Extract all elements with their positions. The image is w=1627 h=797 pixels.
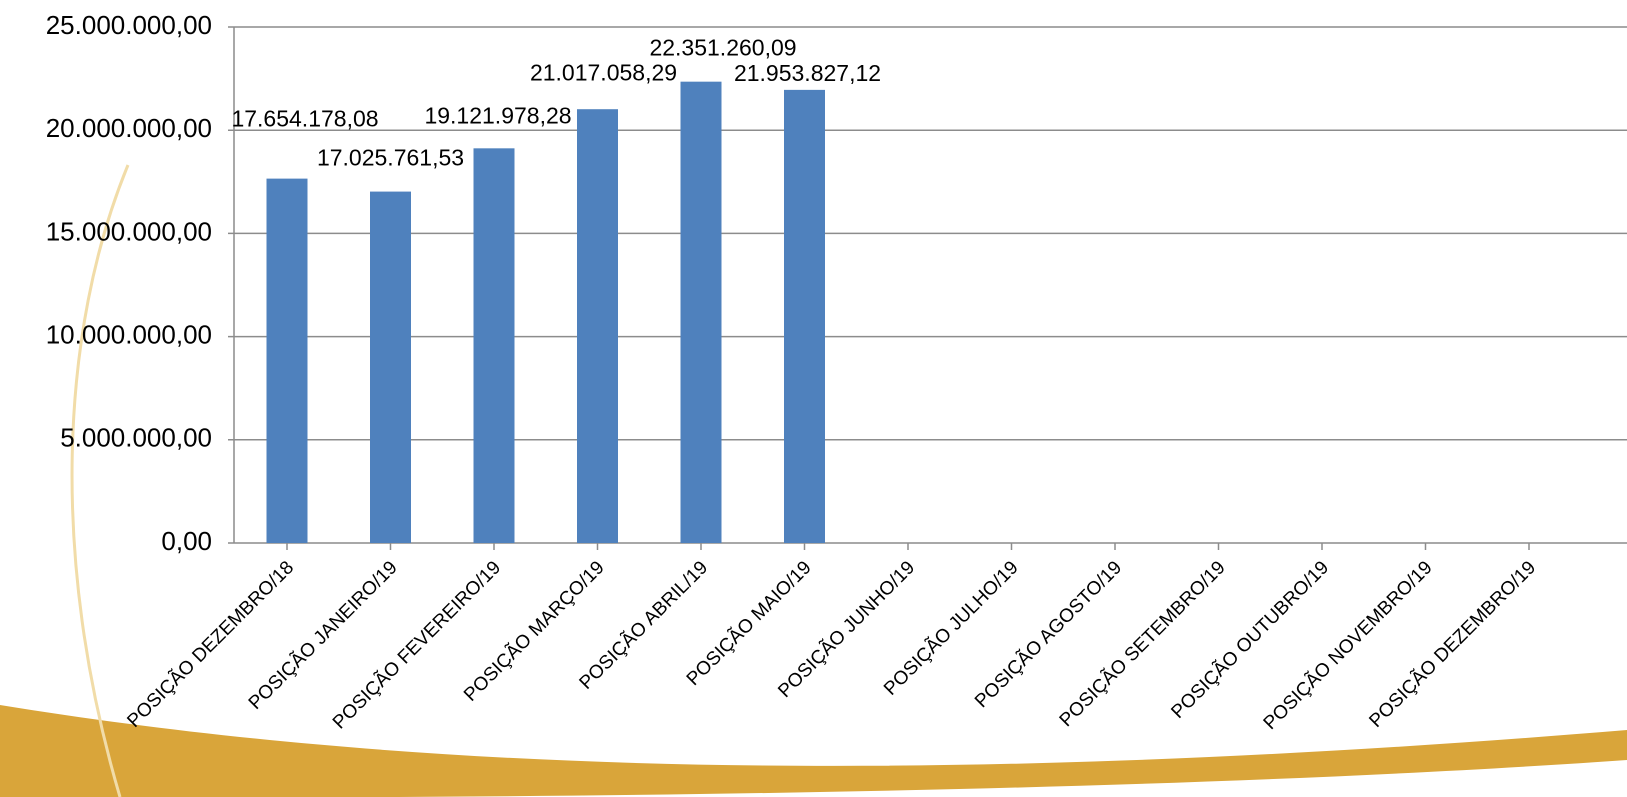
- y-tick-label: 25.000.000,00: [46, 10, 212, 40]
- value-label: 21.017.058,29: [530, 59, 677, 85]
- decor-arc: [70, 164, 130, 797]
- x-tick-label: POSIÇÃO DEZEMBRO/18: [123, 557, 298, 732]
- x-tick-label: POSIÇÃO DEZEMBRO/19: [1365, 557, 1540, 732]
- value-label: 22.351.260,09: [649, 35, 796, 61]
- bar: [473, 148, 515, 543]
- bar: [680, 81, 722, 544]
- value-label: 19.121.978,28: [424, 102, 571, 128]
- value-label: 17.654.178,08: [231, 106, 378, 132]
- x-tick-label: POSIÇÃO SETEMBRO/19: [1055, 557, 1230, 732]
- bar: [266, 178, 308, 543]
- x-tick-label: POSIÇÃO NOVEMBRO/19: [1259, 557, 1437, 735]
- bar: [370, 191, 411, 543]
- y-tick-label: 0,00: [161, 526, 212, 556]
- y-tick-label: 15.000.000,00: [46, 216, 212, 246]
- bar: [784, 89, 825, 543]
- bar: [577, 109, 618, 543]
- y-tick-label: 20.000.000,00: [46, 113, 212, 143]
- value-label: 17.025.761,53: [317, 145, 464, 171]
- y-tick-label: 10.000.000,00: [46, 319, 212, 349]
- x-tick-label: POSIÇÃO FEVEREIRO/19: [328, 557, 505, 734]
- y-tick-label: 5.000.000,00: [60, 423, 212, 453]
- decor-swoosh: [0, 705, 1627, 797]
- value-label: 21.953.827,12: [734, 60, 881, 86]
